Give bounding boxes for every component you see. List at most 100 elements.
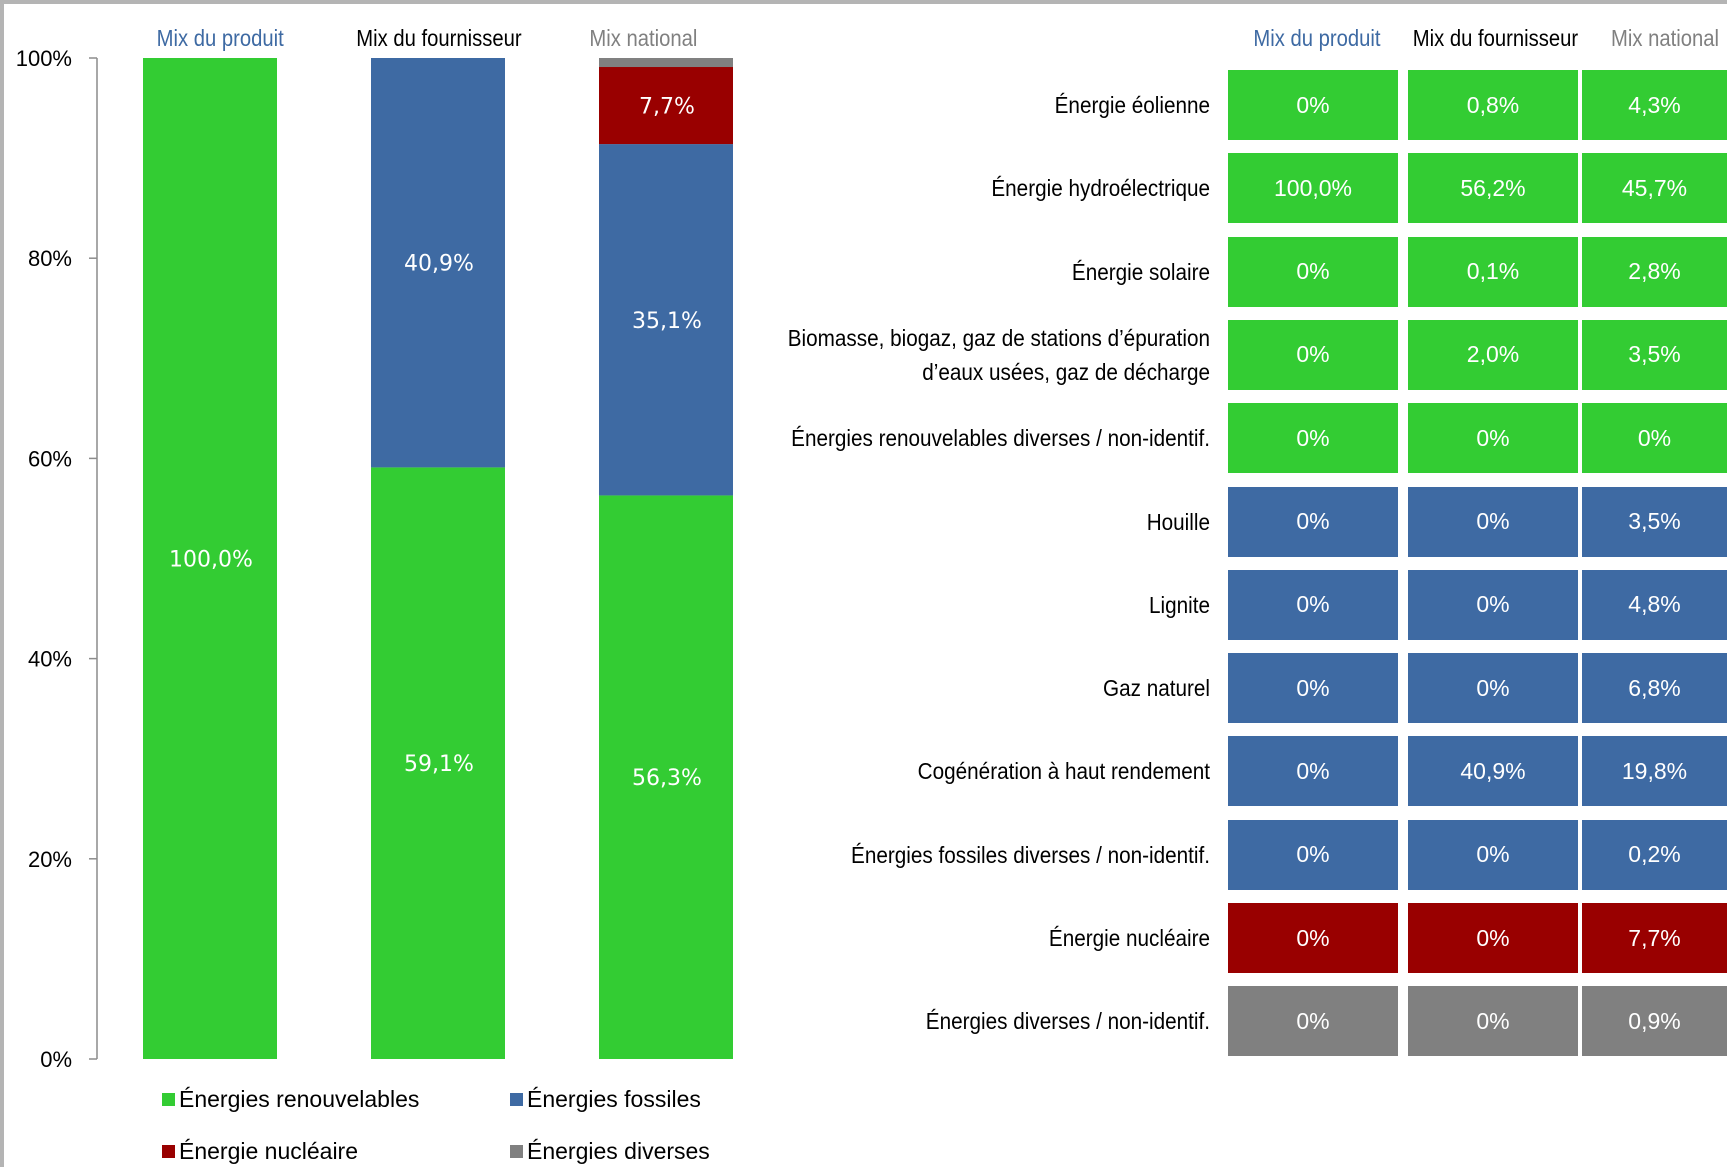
legend-item-other: Énergies diverses [510,1138,710,1165]
table-row-label-line: Cogénération à haut rendement [917,758,1210,785]
table-row-label-line: Lignite [1148,591,1210,618]
table-row-label: Énergies renouvelables diverses / non-id… [751,403,1210,473]
table-cell: 19,8% [1582,736,1727,807]
table-cell: 0% [1228,236,1398,307]
table-cell: 0% [1228,736,1398,807]
y-tick-label: 60% [28,446,72,471]
bar-data-label: 7,7% [639,95,695,120]
table-row-label: Houille [751,487,1210,557]
bar-segment [143,58,277,1059]
legend-item-fossil: Énergies fossiles [510,1086,701,1113]
table-cell: 4,8% [1582,569,1727,640]
table-cell: 0,2% [1582,819,1727,890]
table-row-label: Énergies fossiles diverses / non-identif… [751,820,1210,890]
table-header-supplier: Mix du fournisseur [1412,25,1579,51]
table-cell: 0% [1408,903,1578,973]
legend-item-nuclear: Énergie nucléaire [162,1138,358,1165]
table-header-product: Mix du produit [1253,25,1381,51]
bar-segment [599,67,733,145]
table-row-label: Énergies diverses / non-identif. [751,986,1210,1056]
table-cell: 0% [1408,403,1578,474]
y-tick-label: 80% [28,246,72,271]
legend-label-fossil: Énergies fossiles [527,1086,701,1112]
table-row-label-line: Énergie hydroélectrique [991,175,1210,202]
legend-swatch-fossil [510,1093,523,1106]
table-header-national: Mix national [1610,25,1719,51]
chart-header-national: Mix national [589,25,698,51]
table-cell: 7,7% [1582,903,1727,973]
table-cell: 0% [1582,403,1727,474]
table-row-label-line: Énergie nucléaire [1048,925,1210,951]
legend-label-renewable: Énergies renouvelables [179,1086,420,1112]
bar-segment [371,467,505,1059]
table-cell: 2,0% [1408,319,1578,390]
table-row-label-line: Biomasse, biogaz, gaz de stations d’épur… [787,324,1210,351]
table-cell: 0% [1408,819,1578,890]
table-cell: 0% [1228,819,1398,890]
table-row-label: Biomasse, biogaz, gaz de stations d’épur… [751,320,1210,390]
table-cell: 0% [1228,70,1398,140]
legend-swatch-renewable [162,1093,175,1106]
y-tick-label: 100% [16,46,72,71]
legend-label-nuclear: Énergie nucléaire [179,1138,359,1164]
chart-header-supplier: Mix du fournisseur [356,25,522,51]
table-cell: 0% [1228,569,1398,640]
table-cell: 0,8% [1408,70,1578,140]
table-cell: 0% [1408,569,1578,640]
chart-header-product: Mix du produit [156,25,284,51]
table-row-label: Gaz naturel [751,653,1210,723]
table-row-label: Cogénération à haut rendement [751,736,1210,806]
table-cell: 40,9% [1408,736,1578,807]
legend-label-other: Énergies diverses [527,1138,710,1164]
table-cell: 45,7% [1582,153,1727,224]
bar-segment [599,495,733,1059]
table-row-label: Lignite [751,570,1210,640]
y-tick-label: 0% [40,1047,72,1072]
legend-item-renewable: Énergies renouvelables [162,1086,419,1113]
table-row-label-line: Énergies diverses / non-identif. [925,1008,1210,1035]
bar-data-label: 100,0% [169,548,253,573]
table-row-label-line: Énergie solaire [1071,258,1210,285]
table-row-label-line: d’eaux usées, gaz de décharge [922,358,1210,385]
table-cell: 0% [1228,986,1398,1057]
table-row-label-line: Énergies fossiles diverses / non-identif… [851,841,1210,868]
table-cell: 100,0% [1228,153,1398,224]
table-cell: 56,2% [1408,153,1578,224]
table-cell: 3,5% [1582,319,1727,390]
table-row-label: Énergie nucléaire [751,903,1210,973]
table-cell: 0,1% [1408,236,1578,307]
table-cell: 0% [1228,319,1398,390]
bar-segment [599,58,733,68]
table-row-label-line: Houille [1146,508,1210,535]
table-row-label-line: Énergie éolienne [1054,92,1210,118]
table-cell: 6,8% [1582,653,1727,724]
table-cell: 2,8% [1582,236,1727,307]
table-row-label: Énergie solaire [751,237,1210,307]
bar-segment [371,58,505,468]
table-row-label: Énergie hydroélectrique [751,153,1210,223]
bar-data-label: 40,9% [404,252,474,277]
table-cell: 3,5% [1582,486,1727,557]
legend-swatch-other [510,1145,523,1158]
table-cell: 0% [1408,653,1578,724]
table-cell: 0% [1408,986,1578,1057]
bar-data-label: 35,1% [632,309,702,334]
bar-data-label: 59,1% [404,752,474,777]
legend-swatch-nuclear [162,1145,175,1158]
y-tick-label: 40% [28,647,72,672]
table-cell: 0,9% [1582,986,1727,1057]
bar-segment [599,144,733,496]
table-row-label-line: Énergies renouvelables diverses / non-id… [791,425,1210,452]
table-cell: 0% [1228,903,1398,973]
table-cell: 4,3% [1582,70,1727,140]
table-cell: 0% [1228,653,1398,724]
y-tick-label: 20% [28,847,72,872]
bar-data-label: 56,3% [632,766,702,791]
table-row-label-line: Gaz naturel [1102,675,1210,702]
table-cell: 0% [1228,403,1398,474]
table-row-label: Énergie éolienne [751,70,1210,140]
table-cell: 0% [1228,486,1398,557]
table-cell: 0% [1408,486,1578,557]
